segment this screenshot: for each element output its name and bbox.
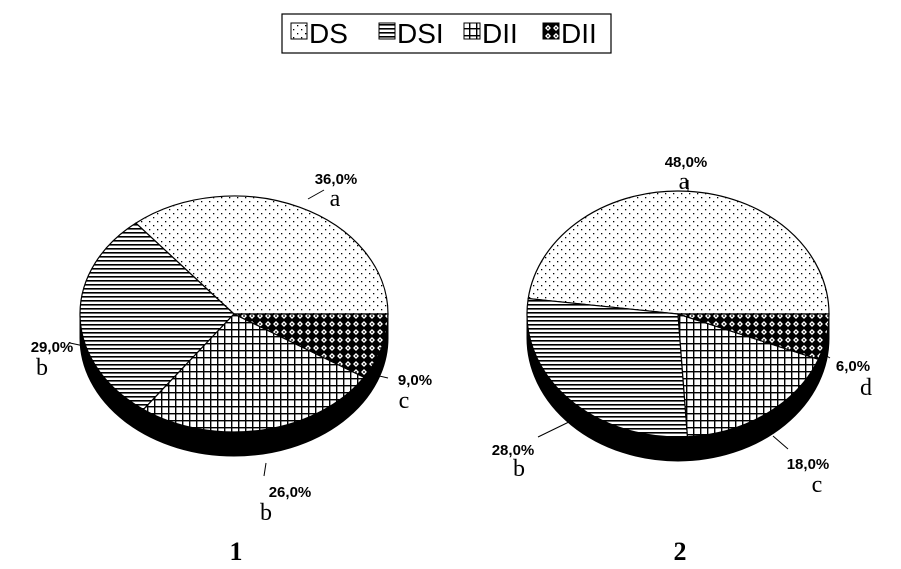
legend-item: DSI: [378, 18, 444, 49]
slice-value-label: 28,0%: [492, 442, 535, 459]
slice-value-label: 26,0%: [269, 484, 312, 501]
legend-swatch-hlines: [378, 22, 396, 40]
legend-label: DSI: [397, 18, 444, 49]
pie-slice-ds: [527, 190, 830, 315]
label-leader-line: [263, 462, 267, 477]
legend-swatch-dots: [290, 22, 308, 40]
legend-label: DII: [482, 18, 518, 49]
chart-caption: 2: [674, 537, 687, 566]
label-leader-line: [537, 419, 574, 438]
slice-letter-label: d: [860, 375, 872, 401]
legend-label: DS: [309, 18, 348, 49]
legend-item: DII: [542, 18, 597, 49]
legend-swatch-grid: [463, 22, 481, 40]
slice-value-label: 6,0%: [836, 358, 870, 375]
chart-caption: 1: [230, 537, 243, 566]
slice-letter-label: b: [36, 355, 48, 381]
slice-value-label: 36,0%: [315, 171, 358, 188]
label-leader-line: [819, 351, 831, 359]
pie-slice-dsi: [79, 222, 235, 411]
slice-letter-label: c: [399, 388, 410, 414]
label-leader-line: [365, 372, 389, 379]
slice-value-label: 9,0%: [398, 372, 432, 389]
legend-label: DII: [561, 18, 597, 49]
legend-item: DII: [463, 18, 518, 49]
legend-item: DS: [290, 18, 348, 49]
slice-letter-label: b: [513, 456, 525, 482]
label-leader-line: [69, 342, 85, 347]
slice-letter-label: a: [679, 169, 690, 195]
slice-value-label: 18,0%: [787, 456, 830, 473]
pie-slice-dii-2: [677, 313, 830, 361]
slice-value-label: 48,0%: [665, 154, 708, 171]
pie-slice-dsi: [526, 297, 689, 438]
label-leader-line: [772, 435, 789, 450]
slice-letter-label: c: [812, 472, 823, 498]
pie-slice-ds: [134, 195, 389, 315]
pie-slice-dii: [677, 313, 820, 438]
legend-swatch-diamond: [542, 22, 560, 40]
pie-chart-2: 48,0%a 28,0%b 18,0%c 6,0%d 2: [492, 154, 872, 566]
pie-slice-dii-2: [233, 313, 389, 378]
pie-chart-1: 36,0%a29,0%b26,0%b9,0%c 1: [31, 171, 432, 566]
slice-letter-label: b: [260, 500, 272, 526]
slice-letter-label: a: [330, 186, 341, 212]
label-leader-line: [307, 189, 325, 200]
legend: DS DSI DII DII: [281, 13, 612, 54]
pie-slice-dii: [142, 313, 365, 433]
slice-value-label: 29,0%: [31, 339, 74, 356]
